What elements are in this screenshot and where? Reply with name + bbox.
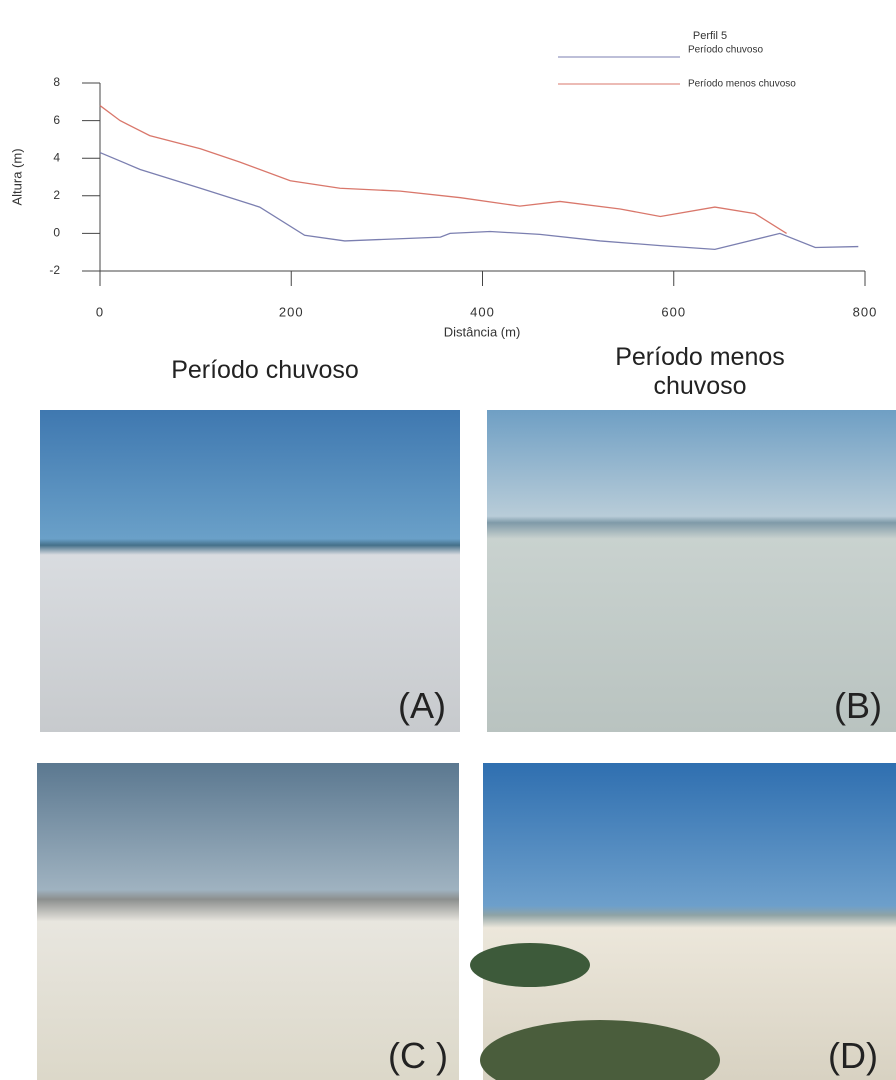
heading-right: Período menos chuvoso xyxy=(615,343,785,400)
photo-label: (A) xyxy=(398,685,446,726)
photo-label: (C ) xyxy=(388,1035,448,1076)
x-tick-label: 800 xyxy=(853,304,878,319)
photo-a xyxy=(40,410,460,732)
y-tick-label: 0 xyxy=(53,226,60,240)
y-tick-label: 4 xyxy=(53,150,60,164)
x-tick-label: 600 xyxy=(661,304,686,319)
x-tick-label: 0 xyxy=(96,304,104,319)
photo-label: (D) xyxy=(828,1035,878,1076)
x-tick-label: 400 xyxy=(470,304,495,319)
y-tick-label: 6 xyxy=(53,113,60,127)
photo-b xyxy=(487,410,896,732)
heading-left: Período chuvoso xyxy=(171,356,359,384)
line-series xyxy=(99,151,859,251)
y-tick-label: 8 xyxy=(53,75,60,89)
legend-label: Período chuvoso xyxy=(688,45,763,56)
line-series xyxy=(99,105,787,234)
y-axis-label: Altura (m) xyxy=(9,148,24,205)
x-axis-label: Distância (m) xyxy=(444,324,521,339)
chart-title: Perfil 5 xyxy=(693,30,727,42)
vegetation xyxy=(480,1020,720,1080)
vegetation xyxy=(470,943,590,987)
y-tick-label: 2 xyxy=(53,188,60,202)
photo-label: (B) xyxy=(834,685,882,726)
photo-c xyxy=(37,763,459,1080)
x-tick-label: 200 xyxy=(279,304,304,319)
legend-label: Período menos chuvoso xyxy=(688,79,796,90)
y-tick-label: -2 xyxy=(49,263,60,277)
